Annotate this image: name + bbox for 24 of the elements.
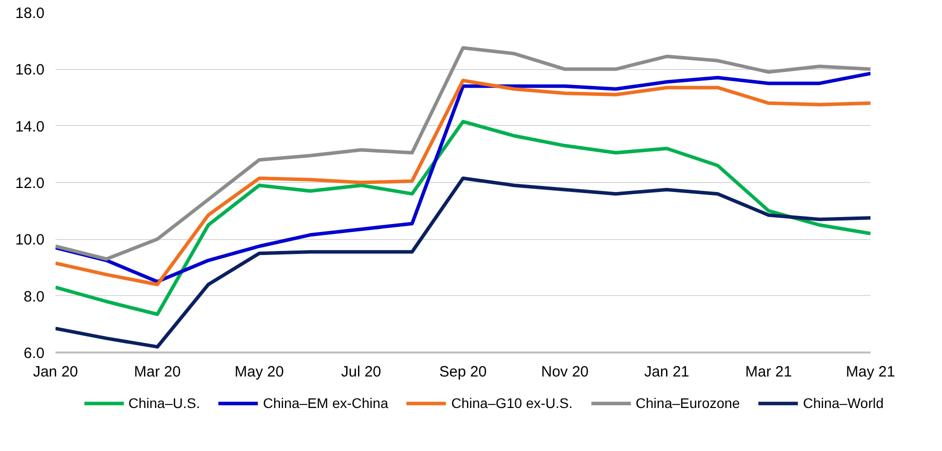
y-tick-label: 14.0 xyxy=(15,118,45,136)
x-tick-label: May 20 xyxy=(234,364,284,380)
line-series xyxy=(56,176,870,349)
x-tick-label: May 21 xyxy=(846,364,896,380)
x-tick-label: Sep 20 xyxy=(439,364,487,380)
y-tick-label: 10.0 xyxy=(15,232,45,249)
y-tick-label: 18.0 xyxy=(15,5,45,22)
legend-label: China–EM ex-China xyxy=(262,395,388,411)
y-tick-label: 12.0 xyxy=(15,175,45,192)
legend-label: China–G10 ex-U.S. xyxy=(451,395,573,411)
line-series xyxy=(56,46,870,261)
x-tick-label: Nov 20 xyxy=(541,364,589,380)
line-series xyxy=(56,120,870,316)
legend-label: China–U.S. xyxy=(128,395,200,411)
x-tick-label: Jul 20 xyxy=(341,364,382,380)
y-tick-label: 6.0 xyxy=(24,345,45,362)
legend-label: China–World xyxy=(802,395,884,411)
x-tick-label: Jan 21 xyxy=(644,364,690,380)
x-tick-label: Mar 20 xyxy=(134,364,181,380)
y-tick-label: 16.0 xyxy=(15,62,45,79)
y-tick-label: 8.0 xyxy=(24,288,45,306)
x-tick-label: Jan 20 xyxy=(32,364,78,380)
legend-label: China–Eurozone xyxy=(636,395,740,411)
x-tick-label: Mar 21 xyxy=(745,364,792,380)
